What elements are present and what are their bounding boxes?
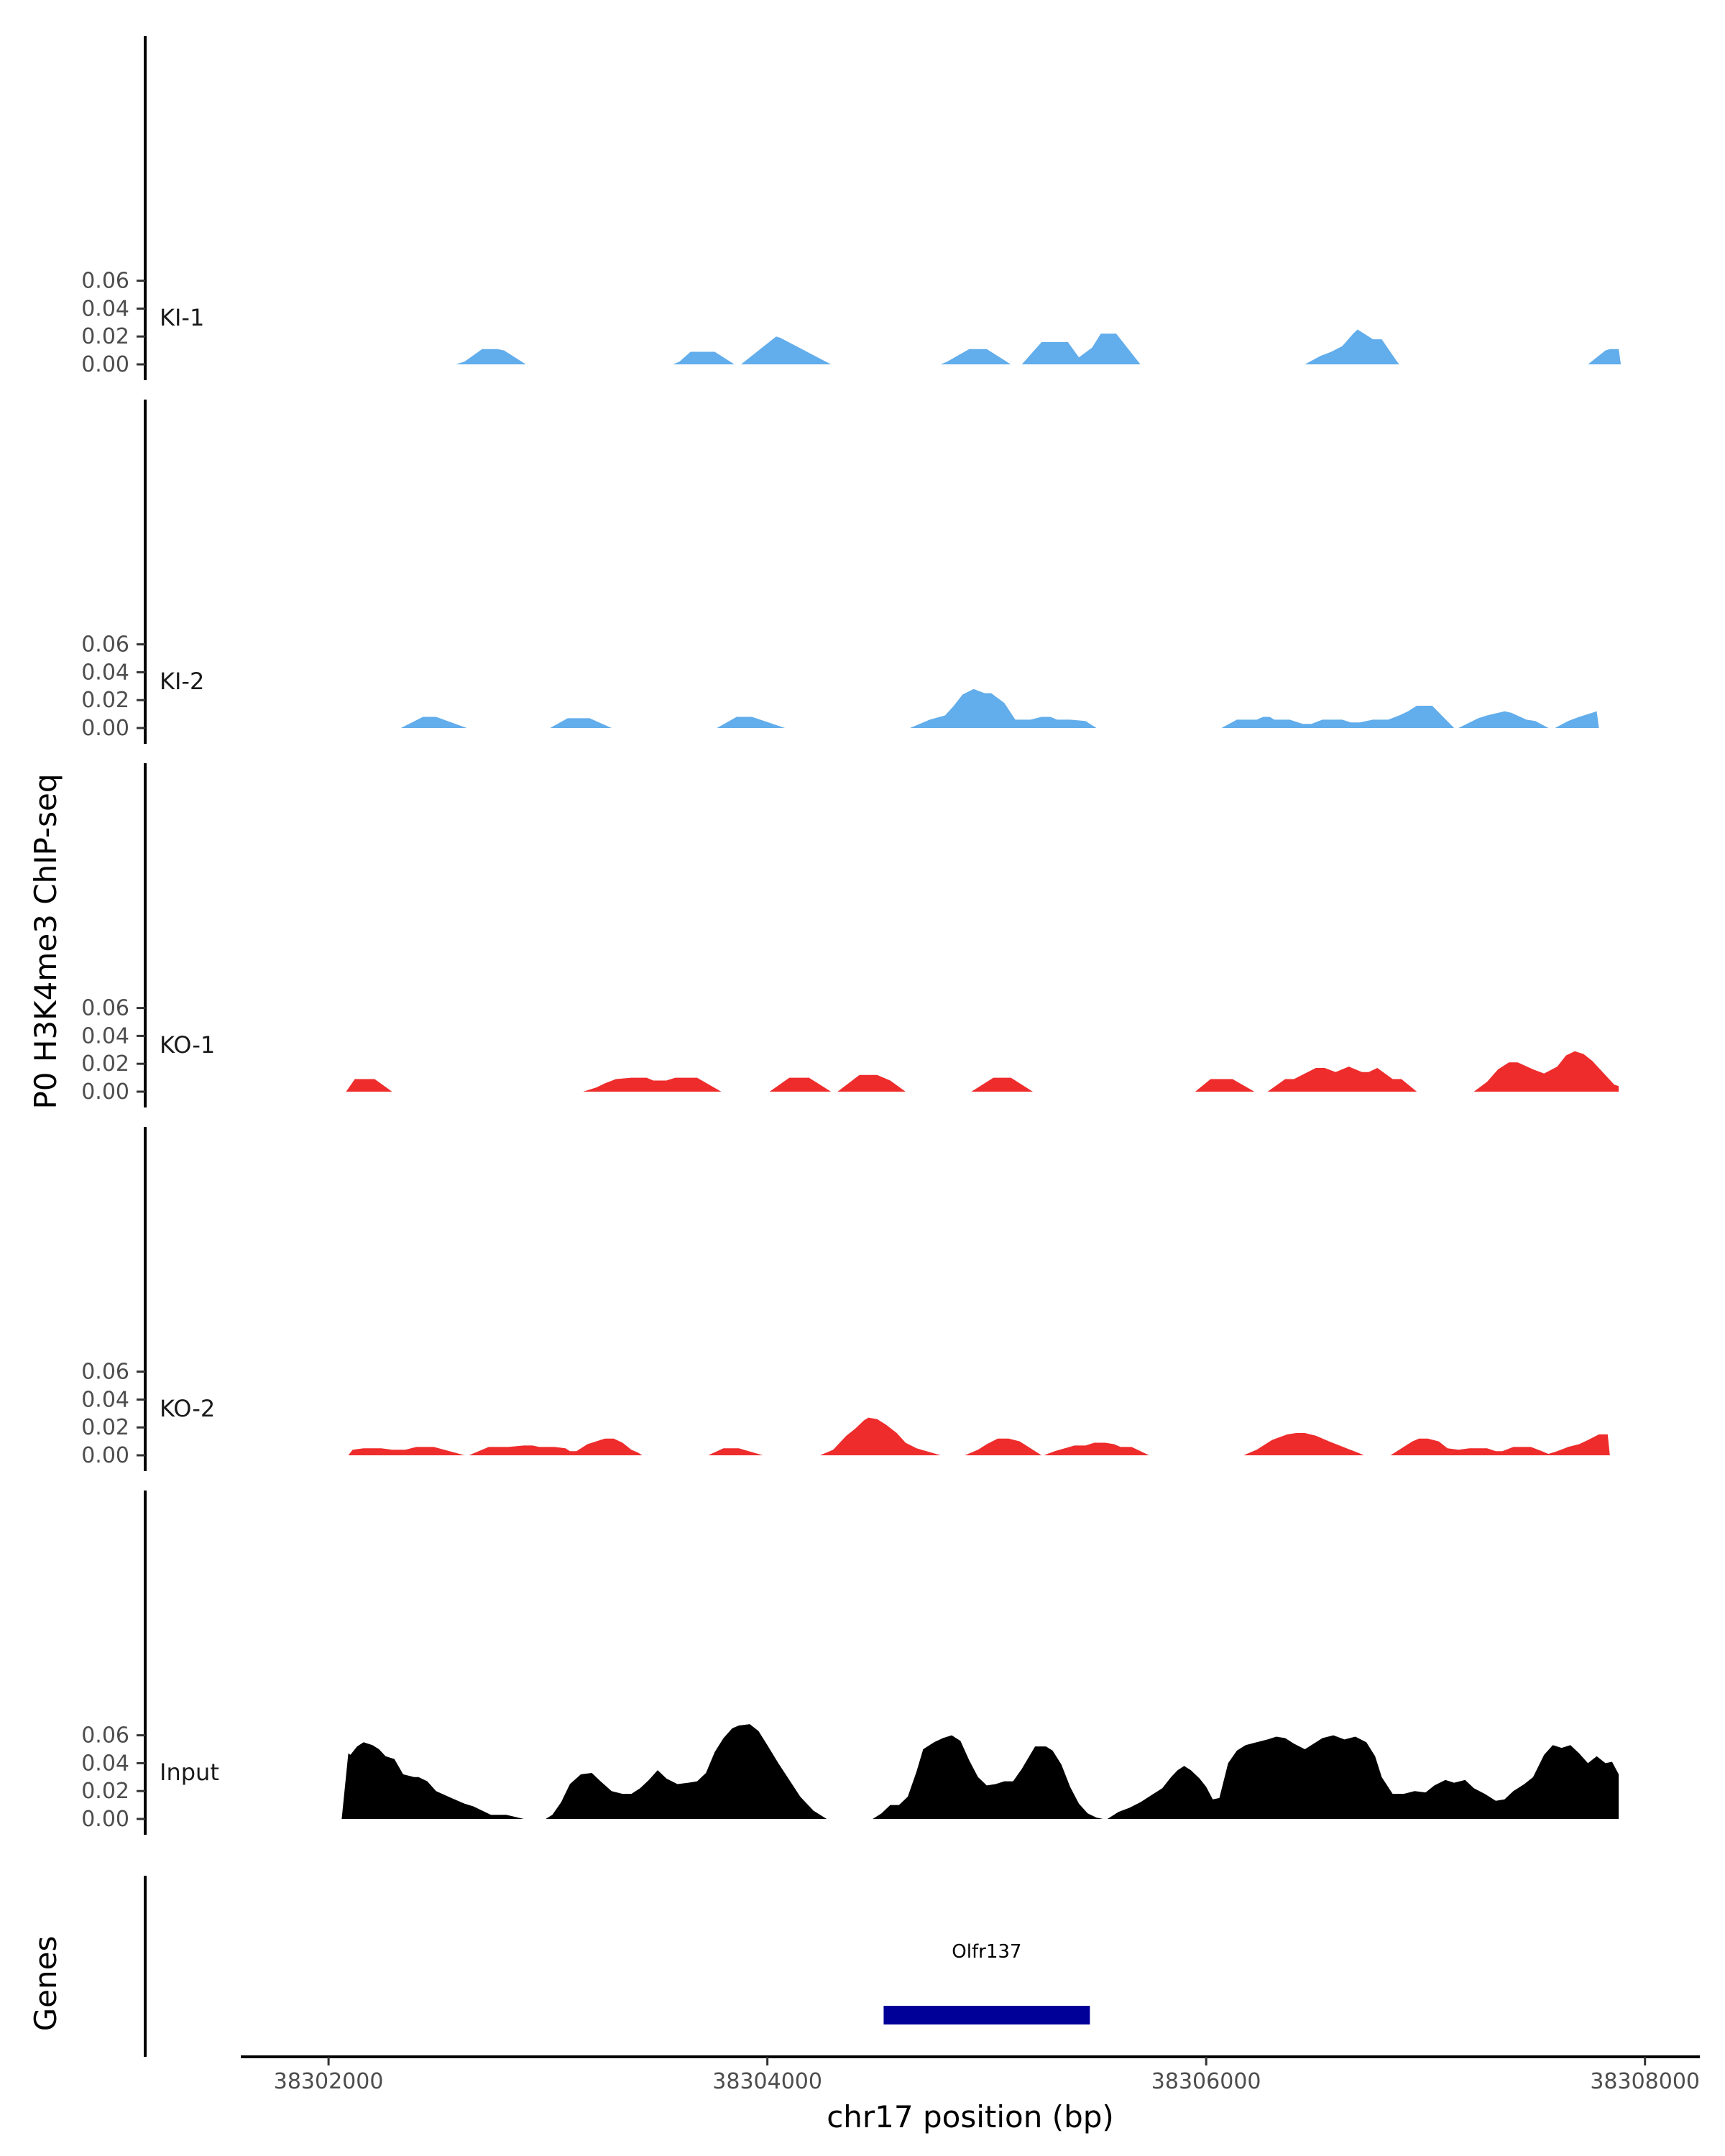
y-tick-label: 0.02 — [81, 324, 129, 349]
signal-area — [469, 1438, 643, 1455]
signal-area — [837, 1074, 906, 1092]
signal-area — [1044, 1442, 1149, 1455]
x-axis-title: chr17 position (bp) — [827, 2099, 1114, 2134]
y-tick-label: 0.04 — [81, 1751, 129, 1776]
track-ko-2: 0.00 0.02 0.040.06 KO-2 — [81, 1127, 1610, 1471]
x-tick-label: 38306000 — [1151, 2069, 1261, 2094]
x-tick-label: 38302000 — [274, 2069, 384, 2094]
signal-area — [673, 351, 735, 364]
y-tick-label: 0.00 — [81, 1807, 129, 1832]
y-tick-label: 0.00 — [81, 1079, 129, 1105]
signal-area — [1555, 711, 1599, 728]
signal-area — [708, 1448, 763, 1455]
track-label: KI-1 — [160, 304, 204, 331]
signal-area — [546, 1724, 827, 1819]
signal-area — [873, 1735, 1103, 1819]
track-input: 0.00 0.02 0.040.06 Input — [81, 1491, 1619, 1835]
signal-area — [965, 1438, 1042, 1455]
y-tick-label: 0.02 — [81, 688, 129, 713]
signal-area — [1473, 1051, 1619, 1092]
signal-area — [910, 688, 1097, 728]
y-tick-label: 0.04 — [81, 296, 129, 321]
tracks-group: 0.000.020.040.06KI-10.000.020.040.06KI-2… — [81, 36, 1622, 1835]
y-tick-label: 0.04 — [81, 1023, 129, 1049]
genes-axis-title: Genes — [28, 1936, 63, 2032]
track-label: KO-2 — [160, 1395, 215, 1422]
y-tick-label: 0.00 — [81, 352, 129, 377]
y-axis-title: P0 H3K4me3 ChIP-seq — [28, 773, 63, 1109]
signal-area — [348, 1447, 465, 1455]
signal-area — [1588, 349, 1622, 364]
gene-label: Olfr137 — [952, 1941, 1021, 1963]
track-label: KI-2 — [160, 668, 204, 695]
y-tick-label: 0.02 — [81, 1779, 129, 1804]
track-ki-1: 0.00 0.02 0.040.06 KI-1 — [81, 36, 1622, 380]
signal-area — [1458, 711, 1549, 728]
track-ki-2: 0.00 0.02 0.040.06 KI-2 — [81, 400, 1599, 744]
signal-area — [769, 1077, 832, 1092]
signal-area — [717, 717, 786, 728]
signal-area — [550, 718, 612, 728]
signal-area — [1243, 1433, 1364, 1455]
track-label: KO-1 — [160, 1031, 215, 1059]
y-tick-label: 0.00 — [81, 716, 129, 741]
signal-area — [971, 1077, 1033, 1092]
signal-area — [1021, 333, 1141, 364]
y-tick-label: 0.00 — [81, 1443, 129, 1468]
track-label: Input — [160, 1759, 219, 1786]
track-ko-1: 0.000.020.040.06 KO-1 — [81, 763, 1619, 1107]
signal-area — [1195, 1079, 1255, 1092]
signal-area — [940, 349, 1011, 364]
x-tick-label: 38304000 — [712, 2069, 822, 2094]
genes-panel: Olfr137 — [144, 1876, 1090, 2057]
y-tick-label: 0.04 — [81, 660, 129, 685]
x-tick-label: 38308000 — [1590, 2069, 1700, 2094]
signal-area — [1390, 1434, 1610, 1455]
y-tick-label: 0.06 — [81, 269, 129, 294]
signal-area — [456, 349, 526, 364]
y-tick-label: 0.06 — [81, 996, 129, 1021]
signal-area — [741, 336, 832, 364]
signal-area — [400, 717, 467, 728]
signal-area — [819, 1417, 941, 1455]
signal-area — [341, 1742, 524, 1819]
signal-area — [583, 1077, 722, 1092]
y-tick-label: 0.06 — [81, 1360, 129, 1385]
signal-area — [1107, 1735, 1619, 1819]
gene-bar — [883, 2006, 1090, 2024]
y-tick-label: 0.06 — [81, 632, 129, 658]
y-tick-label: 0.02 — [81, 1051, 129, 1077]
signal-area — [1221, 706, 1455, 728]
y-tick-label: 0.06 — [81, 1723, 129, 1749]
y-tick-label: 0.04 — [81, 1387, 129, 1412]
y-tick-label: 0.02 — [81, 1415, 129, 1440]
x-axis: 38302000 38304000 38306000 38308000 — [241, 2055, 1700, 2094]
signal-area — [346, 1079, 392, 1092]
signal-area — [1305, 329, 1399, 364]
signal-area — [1267, 1067, 1417, 1092]
